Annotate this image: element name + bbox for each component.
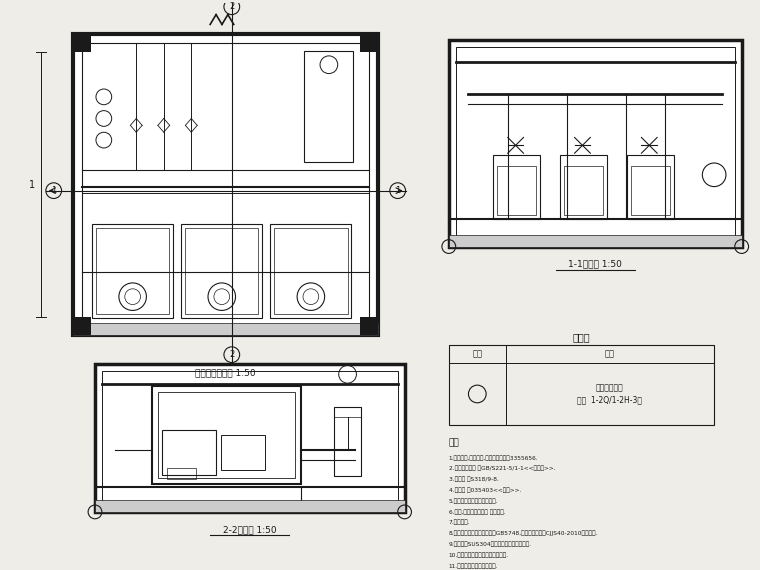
Text: 型号  1-2Q/1-2H-3台: 型号 1-2Q/1-2H-3台 <box>578 396 642 404</box>
Bar <box>102 372 397 505</box>
Text: 名称: 名称 <box>605 349 615 358</box>
Bar <box>95 500 404 512</box>
Text: 给水泵房平面图 1:50: 给水泵房平面图 1:50 <box>195 368 256 377</box>
Text: 符号: 符号 <box>472 349 483 358</box>
Bar <box>181 225 262 318</box>
Bar <box>449 40 742 247</box>
Bar <box>627 155 674 219</box>
Bar <box>564 166 603 215</box>
Bar <box>449 345 714 425</box>
Bar <box>360 317 378 335</box>
Text: 1-1剖面图 1:50: 1-1剖面图 1:50 <box>568 260 622 268</box>
Text: 1: 1 <box>51 186 56 195</box>
Bar <box>96 229 169 315</box>
Text: 8.水质水量水压等参数标准切GB5748,上水标准切山平CJJS40-2010输水标准.: 8.水质水量水压等参数标准切GB5748,上水标准切山平CJJS40-2010输… <box>449 531 598 536</box>
Bar <box>493 155 540 219</box>
Bar <box>185 229 258 315</box>
Bar <box>166 467 196 479</box>
Bar <box>74 34 91 52</box>
Bar <box>162 430 216 475</box>
Bar <box>74 323 378 335</box>
Text: 6.渏坑,渏坑设置在各台 水泵中间.: 6.渏坑,渏坑设置在各台 水泵中间. <box>449 509 505 515</box>
Text: 2-2剖面图 1:50: 2-2剖面图 1:50 <box>223 525 277 534</box>
Bar <box>152 386 302 484</box>
Text: 11.未说明的内容按常规处理.: 11.未说明的内容按常规处理. <box>449 563 499 569</box>
Text: 2: 2 <box>230 350 234 359</box>
Bar <box>92 225 173 318</box>
Text: 2: 2 <box>230 2 234 11</box>
Text: 注释: 注释 <box>449 438 460 447</box>
Text: 7.设始流量.: 7.设始流量. <box>449 520 470 526</box>
Text: 9.水泵流量SUS304不锈锂链接获得最优性能.: 9.水泵流量SUS304不锈锂链接获得最优性能. <box>449 542 532 547</box>
Text: 1.水泵选型,水泵性能,请咒厂商广告号3355656.: 1.水泵选型,水泵性能,请咒厂商广告号3355656. <box>449 455 538 461</box>
Bar <box>360 34 378 52</box>
Bar <box>274 229 347 315</box>
Bar <box>560 155 607 219</box>
Bar <box>82 43 369 326</box>
Bar <box>449 235 742 247</box>
Bar <box>456 47 735 239</box>
Bar <box>74 34 378 335</box>
Bar <box>95 364 404 512</box>
Bar <box>334 407 361 475</box>
Text: 1: 1 <box>395 186 401 195</box>
Text: 5.控制柜按电气专业厂图设置.: 5.控制柜按电气专业厂图设置. <box>449 498 499 504</box>
Bar <box>158 392 296 478</box>
Bar <box>631 166 670 215</box>
Text: 4.水表厂 广035403<<给水>>.: 4.水表厂 广035403<<给水>>. <box>449 487 521 493</box>
Text: 变频调速泵组: 变频调速泵组 <box>596 384 624 393</box>
Text: 10.水泵连接各设备全部完工后调试.: 10.水泵连接各设备全部完工后调试. <box>449 552 509 558</box>
Bar <box>497 166 537 215</box>
Text: 3.阎阀查 广S318/9-8.: 3.阎阀查 广S318/9-8. <box>449 477 499 482</box>
Bar <box>304 51 353 162</box>
Text: 1: 1 <box>29 180 35 190</box>
Bar <box>221 435 265 470</box>
Bar <box>271 225 351 318</box>
Text: 2.设备接口尺寸 查GB/S221-5/1-1<<给水设>>.: 2.设备接口尺寸 查GB/S221-5/1-1<<给水设>>. <box>449 466 556 471</box>
Bar <box>74 317 91 335</box>
Text: 图例表: 图例表 <box>573 332 591 342</box>
